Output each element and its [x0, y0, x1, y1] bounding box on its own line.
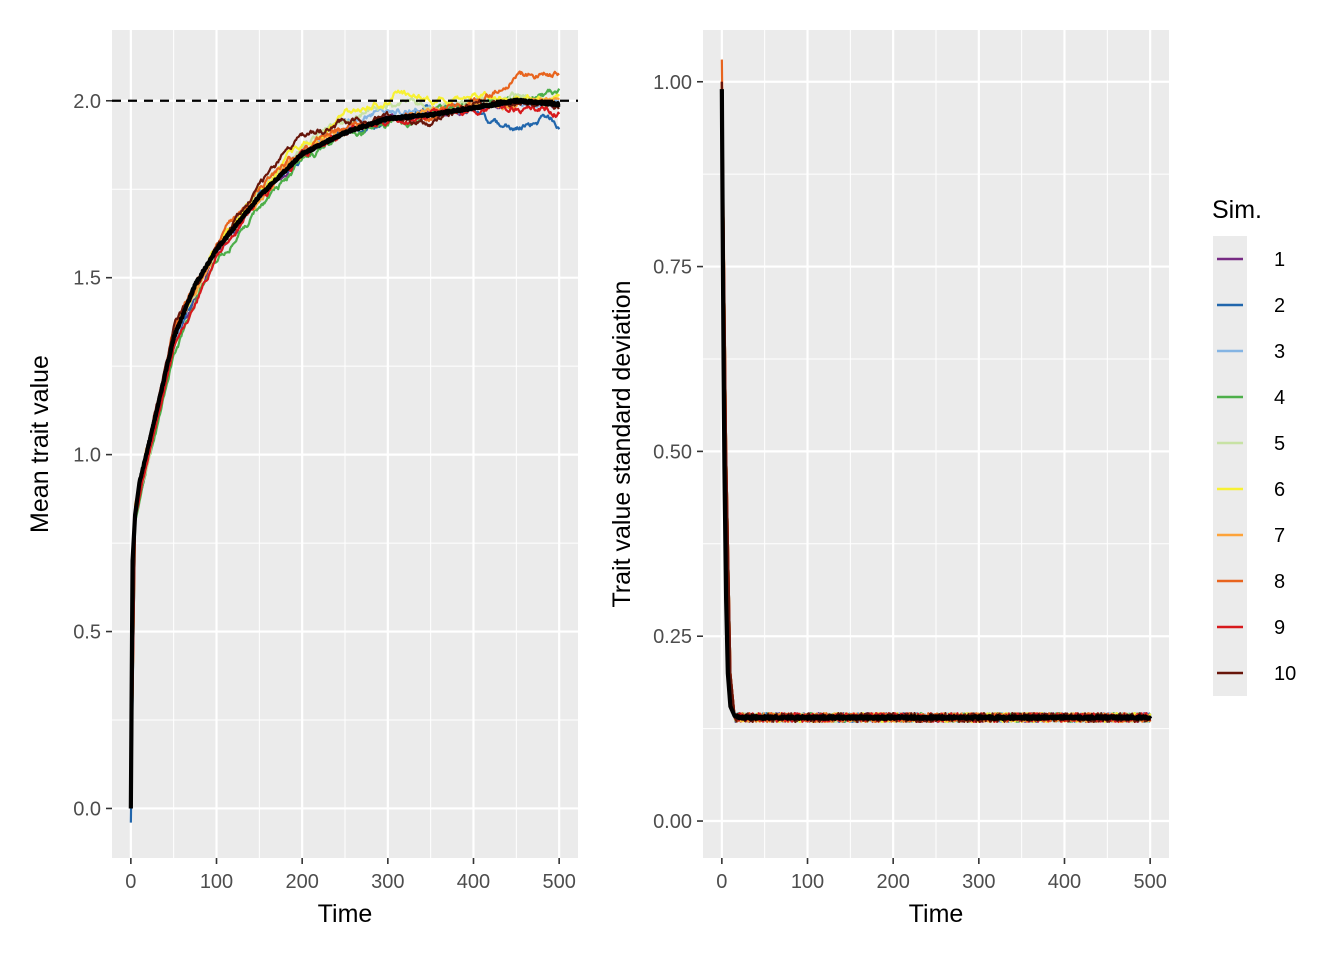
x-tick-label: 300	[962, 871, 995, 893]
y-tick-label: 1.5	[73, 268, 101, 290]
legend-label: 7	[1274, 525, 1285, 547]
x-tick-label: 300	[371, 871, 404, 893]
y-tick-label: 0.75	[653, 257, 692, 279]
y-tick-label: 1.0	[73, 445, 101, 467]
x-tick-label: 0	[125, 871, 136, 893]
legend-label: 2	[1274, 295, 1285, 317]
mean-trait-panel: 0 100 200 300 400 500 0.0 0.5 1.0 1.5 2.0 Time Mean …	[26, 30, 578, 928]
y-tick-label: 0.00	[653, 811, 692, 833]
x-tick-label: 500	[1133, 871, 1166, 893]
y-tick-label: 0.0	[73, 798, 101, 820]
mean-line	[719, 89, 1153, 721]
legend-title: Sim.	[1212, 196, 1262, 224]
legend-key-background	[1213, 236, 1247, 696]
x-tick-label: 200	[285, 871, 318, 893]
x-tick-label: 0	[716, 871, 727, 893]
y-tick-label: 1.00	[653, 72, 692, 94]
mean-line	[128, 97, 561, 809]
legend-label: 6	[1274, 479, 1285, 501]
x-axis-title: Time	[318, 900, 373, 928]
legend-label: 8	[1274, 571, 1285, 593]
legend-label: 9	[1274, 617, 1285, 639]
y-tick-label: 2.0	[73, 91, 101, 113]
legend-label: 3	[1274, 341, 1285, 363]
legend-label: 10	[1274, 663, 1296, 685]
y-axis-title: Mean trait value	[26, 355, 54, 533]
x-tick-label: 100	[791, 871, 824, 893]
trait-sd-panel: 0 100 200 300 400 500 0.00 0.25 0.50 0.75 1.00 Time…	[608, 30, 1169, 928]
legend-label: 4	[1274, 387, 1285, 409]
x-tick-label: 200	[876, 871, 909, 893]
y-axis-title: Trait value standard deviation	[608, 280, 636, 607]
legend-label: 5	[1274, 433, 1285, 455]
y-tick-label: 0.5	[73, 622, 101, 644]
legend: Sim. 1 2 3 4 5 6 7 8 9 10	[1212, 196, 1296, 696]
legend-label: 1	[1274, 249, 1285, 271]
x-axis-title: Time	[909, 900, 964, 928]
x-tick-label: 100	[200, 871, 233, 893]
x-tick-label: 500	[542, 871, 575, 893]
y-tick-label: 0.50	[653, 441, 692, 463]
y-tick-label: 0.25	[653, 626, 692, 648]
x-tick-label: 400	[457, 871, 490, 893]
x-tick-label: 400	[1048, 871, 1081, 893]
